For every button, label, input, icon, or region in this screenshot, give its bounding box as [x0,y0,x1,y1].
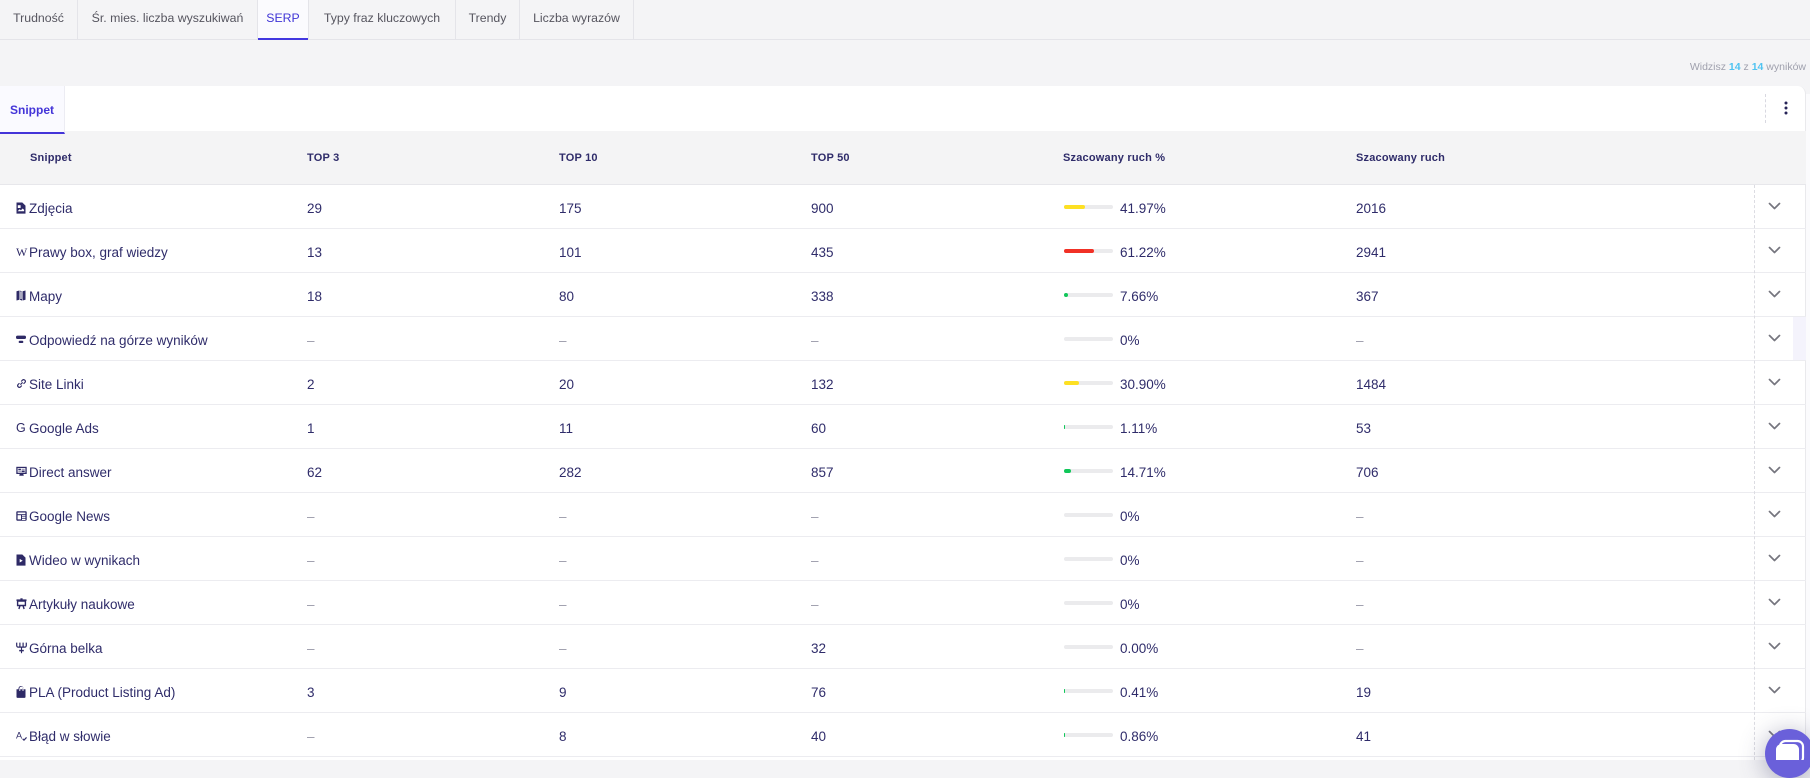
svg-text:A: A [16,730,23,740]
